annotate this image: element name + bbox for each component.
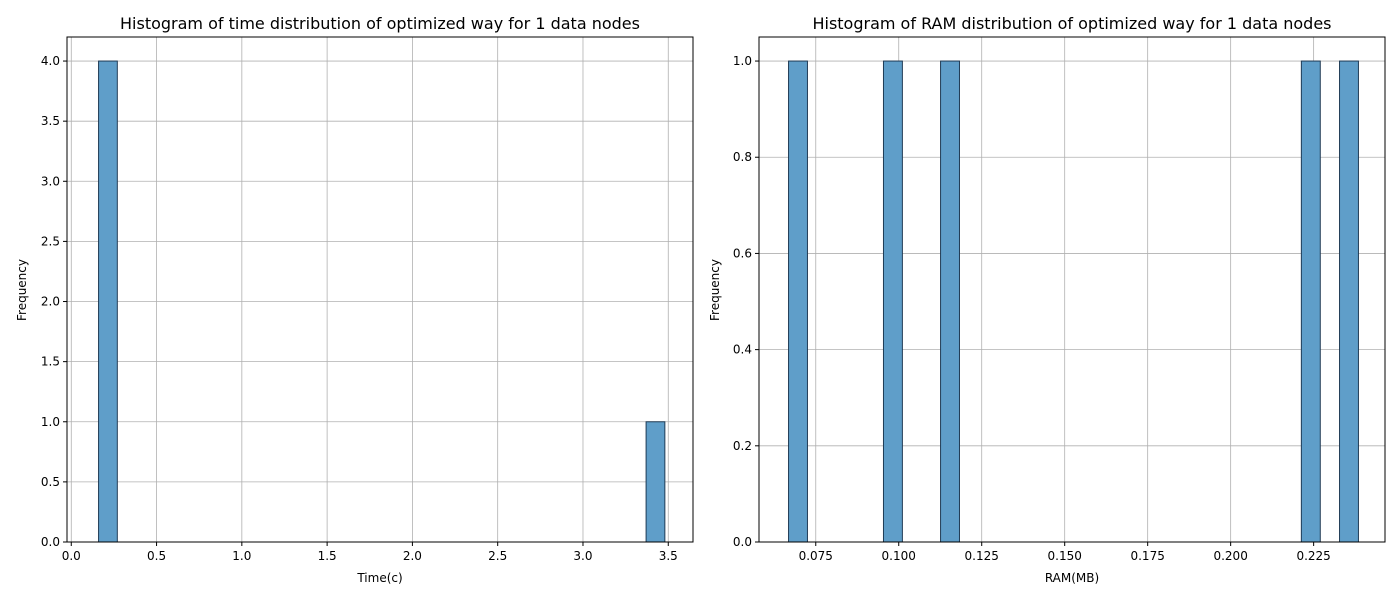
- x-axis-label: Time(c): [356, 571, 402, 585]
- histogram-bars: [788, 60, 1359, 543]
- y-tick-label: 3.0: [41, 174, 60, 188]
- x-tick-label: 0.200: [1213, 549, 1247, 563]
- x-ticks: 0.0 0.5 1.0 1.5 2.0 2.5 3.0 3.5: [62, 542, 678, 563]
- y-tick-label: 2.0: [41, 295, 60, 309]
- x-tick-label: 3.0: [573, 549, 592, 563]
- x-tick-label: 1.0: [232, 549, 251, 563]
- x-tick-label: 0.125: [965, 549, 999, 563]
- histogram-bar: [98, 60, 118, 543]
- histogram-bar: [788, 60, 808, 543]
- x-tick-label: 2.0: [403, 549, 422, 563]
- y-tick-label: 0.4: [733, 343, 752, 357]
- y-tick-label: 2.5: [41, 234, 60, 248]
- y-tick-label: 0.8: [733, 150, 752, 164]
- y-ticks: 0.0 0.2 0.4 0.6 0.8 1.0: [733, 54, 759, 549]
- histogram-bar: [882, 60, 903, 543]
- y-axis-label: Frequency: [708, 259, 722, 321]
- x-tick-label: 0.100: [882, 549, 916, 563]
- y-tick-label: 4.0: [41, 54, 60, 68]
- x-tick-label: 0.175: [1130, 549, 1164, 563]
- x-tick-label: 0.0: [62, 549, 81, 563]
- y-axis-label: Frequency: [15, 259, 29, 321]
- histogram-bar: [1300, 60, 1321, 543]
- time-histogram: Histogram of time distribution of optimi…: [15, 14, 694, 585]
- y-tick-label: 3.5: [41, 114, 60, 128]
- chart-title: Histogram of RAM distribution of optimiz…: [812, 14, 1331, 33]
- x-tick-label: 0.075: [799, 549, 833, 563]
- x-tick-label: 0.150: [1048, 549, 1082, 563]
- chart-title: Histogram of time distribution of optimi…: [120, 14, 640, 33]
- y-tick-label: 0.0: [733, 535, 752, 549]
- plot-frame: [758, 36, 1386, 543]
- y-tick-label: 0.6: [733, 246, 752, 260]
- histogram-bar: [645, 421, 666, 543]
- y-tick-label: 1.5: [41, 355, 60, 369]
- x-tick-label: 0.5: [147, 549, 166, 563]
- x-tick-label: 0.225: [1296, 549, 1330, 563]
- y-tick-label: 0.2: [733, 439, 752, 453]
- x-tick-label: 1.5: [318, 549, 337, 563]
- y-tick-label: 0.5: [41, 475, 60, 489]
- histogram-bar: [940, 60, 960, 543]
- y-tick-label: 0.0: [41, 535, 60, 549]
- x-axis-label: RAM(MB): [1045, 571, 1099, 585]
- x-tick-label: 3.5: [659, 549, 678, 563]
- x-tick-label: 2.5: [488, 549, 507, 563]
- plot-frame: [66, 36, 694, 543]
- histogram-bar: [1339, 60, 1359, 543]
- y-tick-label: 1.0: [41, 415, 60, 429]
- y-ticks: 0.0 0.5 1.0 1.5 2.0 2.5 3.0 3.5 4.0: [41, 54, 67, 549]
- histogram-bars: [98, 60, 666, 543]
- x-ticks: 0.075 0.100 0.125 0.150 0.175 0.200 0.225: [799, 542, 1331, 563]
- ram-histogram: Histogram of RAM distribution of optimiz…: [708, 14, 1386, 585]
- y-tick-label: 1.0: [733, 54, 752, 68]
